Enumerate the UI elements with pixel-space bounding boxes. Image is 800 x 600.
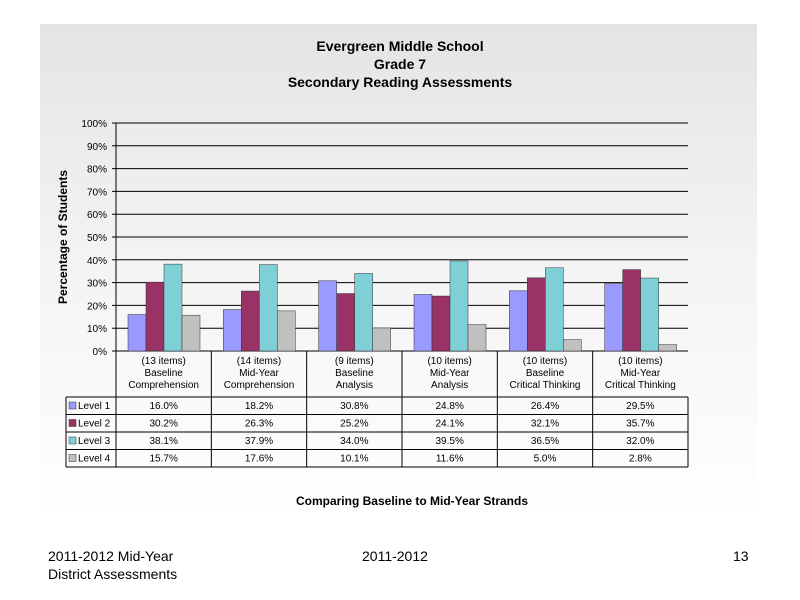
category-label: (10 items) [523,356,567,367]
table-cell: 18.2% [245,401,273,412]
table-cell: 17.6% [245,454,273,465]
bar [658,344,677,352]
table-cell: 35.7% [626,419,654,430]
table-cell: 16.0% [149,401,177,412]
table-cell: 38.1% [149,436,177,447]
y-tick-label: 70% [87,187,107,198]
y-tick-label: 100% [81,119,107,130]
bar [413,294,433,352]
y-tick-label: 90% [87,142,107,153]
category-label: Baseline [335,368,374,379]
bar [449,260,469,352]
legend-swatch [68,419,77,427]
category-label: Comprehension [128,380,199,391]
category-label: Baseline [526,368,565,379]
table-cell: 5.0% [534,454,557,465]
y-tick-label: 10% [87,324,107,335]
y-tick-label: 60% [87,210,107,221]
y-axis-title: Percentage of Students [56,170,70,304]
bar [223,309,242,352]
category-label: (10 items) [618,356,662,367]
footer-left-line-2: District Assessments [48,566,178,582]
legend-swatch [68,436,77,445]
y-tick-label: 0% [93,347,108,358]
category-label: (9 items) [335,356,374,367]
y-tick-label: 30% [87,279,107,290]
category-label: Critical Thinking [605,380,676,391]
page-number: 13 [733,548,749,564]
y-tick-label: 50% [87,233,107,244]
table-cell: 32.0% [626,436,654,447]
footer-center: 2011-2012 [362,548,428,564]
table-cell: 2.8% [629,454,652,465]
table-cell: 30.2% [149,419,177,430]
bar [259,264,278,352]
bar [467,324,487,352]
category-label: (10 items) [427,356,471,367]
bar [145,281,165,352]
legend-swatch [68,454,77,462]
category-label: Critical Thinking [510,380,581,391]
category-label: Mid-Year [239,368,279,379]
bar [318,280,337,352]
bar [604,283,623,352]
chart-title-line-2: Grade 7 [373,56,427,72]
bar [354,273,373,352]
table-cell: 24.1% [435,419,463,430]
table-cell: 26.4% [531,401,559,412]
x-axis-title: Comparing Baseline to Mid-Year Strands [296,494,528,508]
table-cell: 39.5% [435,436,463,447]
category-label: Analysis [431,380,468,391]
table-cell: 26.3% [245,419,273,430]
legend-label: Level 1 [78,401,111,412]
category-label: Mid-Year [621,368,661,379]
legend-label: Level 4 [78,454,111,465]
bar [181,314,201,352]
bar [241,290,260,352]
chart-title-line-3: Secondary Reading Assessments [287,74,513,90]
category-label: Analysis [336,380,373,391]
footer-left-line-1: 2011-2012 Mid-Year [48,548,174,564]
table-cell: 24.8% [435,401,463,412]
table-cell: 29.5% [626,401,654,412]
y-tick-label: 80% [87,165,107,176]
table-cell: 32.1% [531,419,559,430]
bar [545,267,564,352]
bar [336,293,355,352]
legend-swatch [68,401,77,410]
bar [640,277,659,352]
bar [509,290,528,352]
category-label: (13 items) [141,356,185,367]
bar [372,327,391,352]
table-cell: 15.7% [149,454,177,465]
category-label: Mid-Year [430,368,470,379]
table-cell: 11.6% [436,454,464,465]
bar [527,277,546,352]
bar [431,295,451,352]
category-label: Comprehension [224,380,295,391]
bar [622,269,641,352]
bar [127,314,147,352]
table-cell: 10.1% [340,454,368,465]
table-cell: 34.0% [340,436,368,447]
category-label: (14 items) [237,356,281,367]
bar [563,339,582,352]
chart-title-line-1: Evergreen Middle School [316,38,484,54]
table-cell: 25.2% [340,419,368,430]
legend-label: Level 2 [78,419,111,430]
table-cell: 37.9% [245,436,273,447]
y-tick-label: 20% [87,301,107,312]
table-cell: 36.5% [531,436,559,447]
table-cell: 30.8% [340,401,368,412]
category-label: Baseline [144,368,183,379]
legend-label: Level 3 [78,436,111,447]
y-tick-label: 40% [87,256,107,267]
bar [163,263,183,352]
bar [277,310,296,352]
